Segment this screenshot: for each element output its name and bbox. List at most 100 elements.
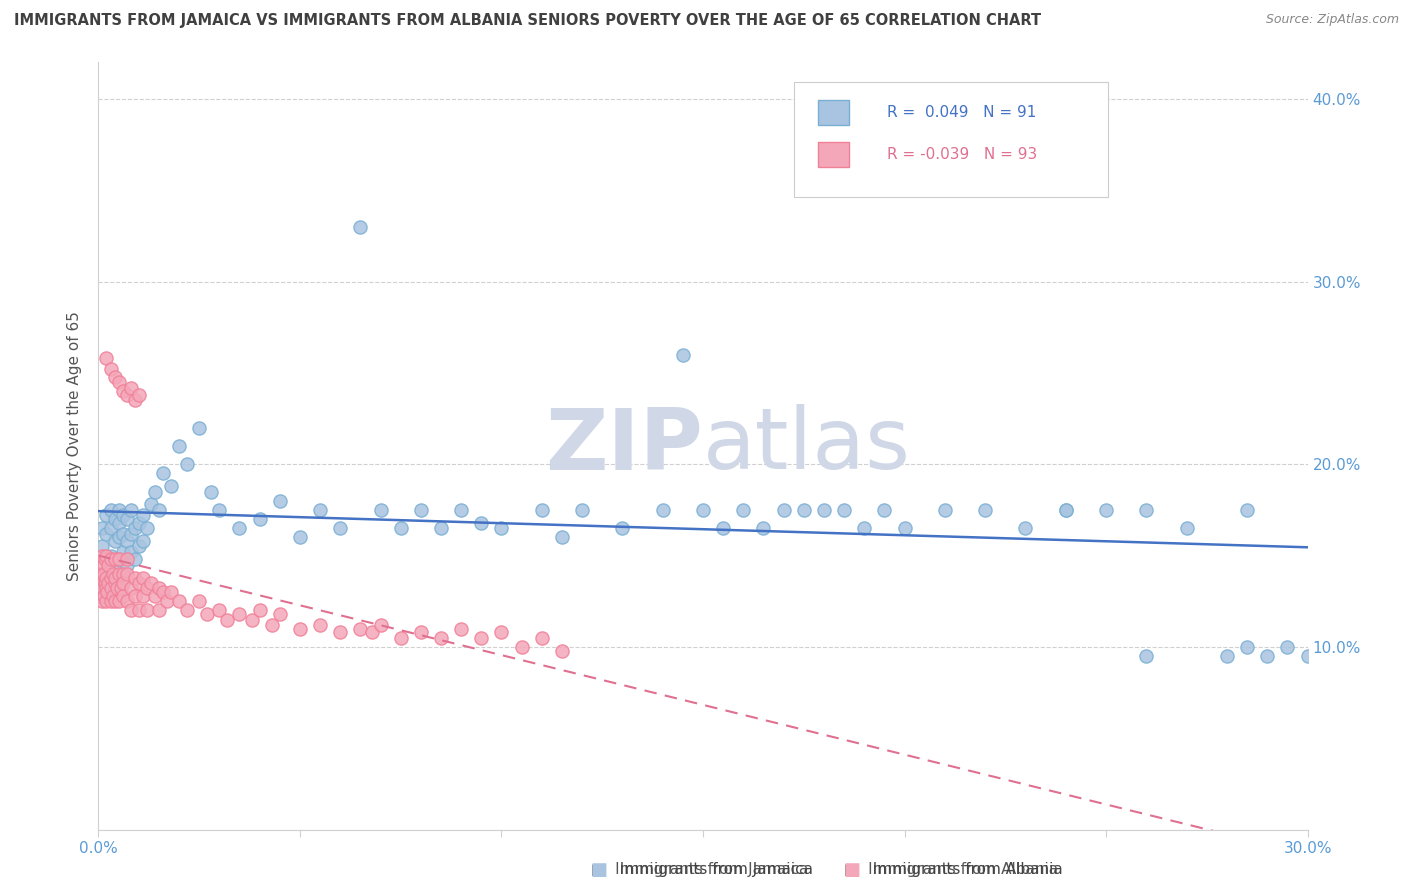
Point — [128, 388, 150, 402]
Point — [409, 503, 432, 517]
Point — [240, 613, 263, 627]
Point — [90, 566, 112, 581]
Point — [470, 516, 492, 530]
Point — [188, 421, 211, 435]
Point — [450, 622, 472, 636]
Point — [269, 607, 291, 621]
Text: ■: ■ — [591, 861, 607, 879]
Point — [873, 503, 896, 517]
Point — [450, 503, 472, 517]
Point — [110, 582, 132, 596]
Point — [103, 558, 125, 572]
Point — [111, 384, 134, 399]
Point — [1095, 503, 1118, 517]
Point — [120, 526, 142, 541]
Point — [349, 622, 371, 636]
Point — [100, 582, 122, 596]
Point — [128, 540, 150, 554]
FancyBboxPatch shape — [818, 100, 849, 125]
Point — [260, 618, 283, 632]
Point — [228, 607, 250, 621]
Point — [288, 530, 311, 544]
Text: Immigrants from Albania: Immigrants from Albania — [863, 863, 1063, 877]
Point — [115, 533, 138, 548]
Point — [389, 631, 412, 645]
Point — [93, 566, 115, 581]
Point — [111, 576, 134, 591]
Point — [101, 566, 124, 581]
Point — [115, 512, 138, 526]
Point — [100, 503, 122, 517]
Point — [91, 582, 114, 596]
Point — [97, 576, 120, 591]
Point — [100, 570, 122, 584]
Point — [90, 576, 112, 591]
Point — [530, 631, 553, 645]
Point — [217, 613, 239, 627]
Point — [93, 589, 115, 603]
Point — [100, 362, 122, 376]
Point — [107, 503, 129, 517]
Point — [530, 503, 553, 517]
Point — [430, 521, 453, 535]
Point — [1135, 648, 1157, 663]
Point — [651, 503, 673, 517]
Y-axis label: Seniors Poverty Over the Age of 65: Seniors Poverty Over the Age of 65 — [67, 311, 83, 581]
Point — [167, 439, 190, 453]
FancyBboxPatch shape — [793, 81, 1108, 197]
Point — [361, 625, 384, 640]
Text: ■  Immigrants from Albania: ■ Immigrants from Albania — [844, 863, 1057, 877]
Point — [107, 375, 129, 389]
Point — [389, 521, 412, 535]
Point — [103, 576, 125, 591]
Point — [111, 526, 134, 541]
Point — [94, 576, 117, 591]
Point — [120, 503, 142, 517]
Point — [96, 508, 118, 523]
Point — [96, 594, 118, 608]
Point — [370, 503, 392, 517]
Text: R =  0.049   N = 91: R = 0.049 N = 91 — [887, 104, 1036, 120]
Point — [176, 603, 198, 617]
Point — [752, 521, 775, 535]
Point — [107, 552, 129, 566]
Text: ZIP: ZIP — [546, 404, 703, 488]
Point — [96, 552, 118, 566]
Point — [692, 503, 714, 517]
Point — [139, 576, 162, 591]
Point — [132, 508, 155, 523]
Point — [510, 640, 533, 654]
Point — [107, 516, 129, 530]
Point — [491, 521, 513, 535]
Point — [152, 585, 174, 599]
Point — [115, 566, 138, 581]
Point — [571, 503, 593, 517]
Point — [772, 503, 794, 517]
Point — [91, 540, 114, 554]
Point — [132, 570, 155, 584]
Point — [103, 512, 125, 526]
Point — [269, 493, 291, 508]
Text: IMMIGRANTS FROM JAMAICA VS IMMIGRANTS FROM ALBANIA SENIORS POVERTY OVER THE AGE : IMMIGRANTS FROM JAMAICA VS IMMIGRANTS FR… — [14, 13, 1042, 29]
Point — [100, 549, 122, 563]
Point — [94, 582, 117, 596]
Point — [107, 530, 129, 544]
Text: ■  Immigrants from Jamaica: ■ Immigrants from Jamaica — [591, 863, 808, 877]
Point — [612, 521, 634, 535]
Point — [249, 603, 271, 617]
Point — [96, 549, 118, 563]
Point — [135, 521, 157, 535]
Point — [672, 348, 695, 362]
Point — [176, 457, 198, 471]
Point — [89, 585, 111, 599]
Point — [167, 594, 190, 608]
Point — [551, 643, 574, 657]
Point — [96, 585, 118, 599]
Point — [349, 219, 371, 234]
Point — [135, 603, 157, 617]
Point — [1054, 503, 1077, 517]
Point — [195, 607, 218, 621]
Point — [1376, 503, 1399, 517]
Point — [120, 380, 142, 394]
Point — [288, 622, 311, 636]
